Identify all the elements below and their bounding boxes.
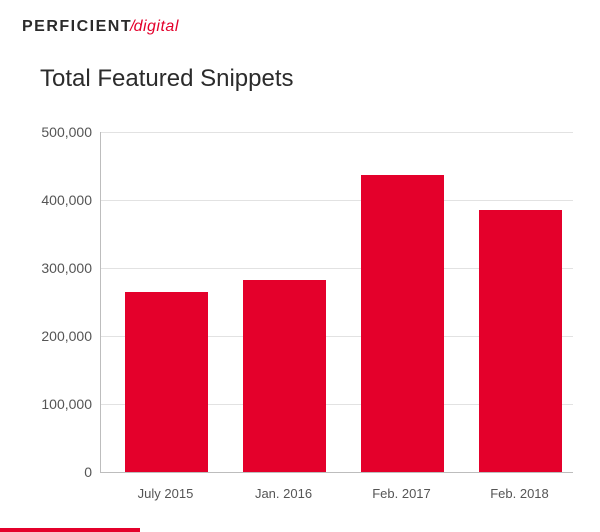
x-tick-label: July 2015 <box>138 486 194 501</box>
bar <box>361 175 444 472</box>
bar <box>125 292 208 472</box>
y-tick-label: 500,000 <box>12 124 92 140</box>
brand-logo: PERFICIENT/digital <box>22 18 179 36</box>
y-tick-label: 400,000 <box>12 192 92 208</box>
plot-area <box>100 132 573 473</box>
x-tick-label: Feb. 2018 <box>490 486 549 501</box>
bar <box>243 280 326 472</box>
chart-title: Total Featured Snippets <box>40 65 294 93</box>
y-tick-label: 300,000 <box>12 260 92 276</box>
gridline <box>101 200 573 201</box>
chart-canvas: PERFICIENT/digital Total Featured Snippe… <box>0 0 600 532</box>
gridline <box>101 132 573 133</box>
y-tick-label: 200,000 <box>12 328 92 344</box>
logo-digital: digital <box>134 18 179 35</box>
accent-bar <box>0 528 140 532</box>
y-tick-label: 100,000 <box>12 396 92 412</box>
y-tick-label: 0 <box>12 464 92 480</box>
logo-perficient: PERFICIENT <box>22 18 132 35</box>
bar <box>479 210 562 472</box>
x-tick-label: Jan. 2016 <box>255 486 312 501</box>
x-tick-label: Feb. 2017 <box>372 486 431 501</box>
